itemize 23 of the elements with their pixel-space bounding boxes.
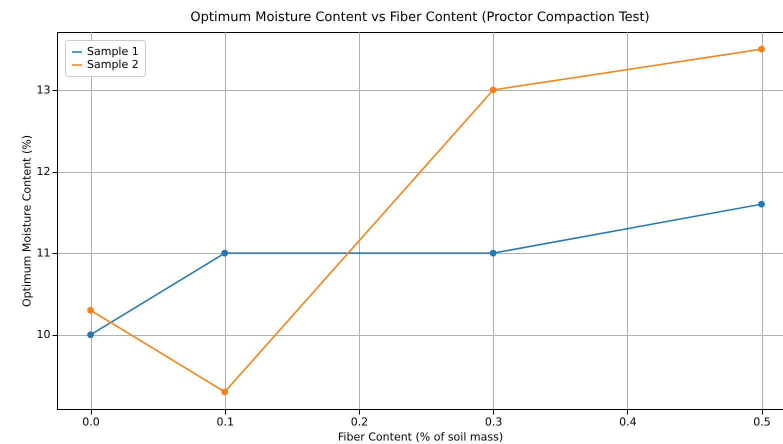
- x-tick-label: 0.0: [82, 416, 100, 428]
- x-tick-label: 0.3: [484, 416, 502, 428]
- x-tick-label: 0.4: [619, 416, 637, 428]
- point: [87, 331, 94, 338]
- x-tick-label: 0.5: [753, 416, 771, 428]
- legend-label: Sample 2: [87, 58, 139, 71]
- point: [758, 46, 765, 52]
- x-tick-label: 0.1: [216, 416, 234, 428]
- x-tick-label: 0.2: [350, 416, 368, 428]
- point: [87, 306, 94, 314]
- point: [221, 388, 228, 396]
- point: [490, 86, 496, 94]
- y-tick-label: 11: [36, 246, 50, 260]
- legend-label: Sample 1: [87, 45, 139, 58]
- y-tick-label: 10: [36, 328, 50, 342]
- x-axis-title: Fiber Content (% of soil mass): [338, 430, 504, 444]
- y-tick-label: 12: [36, 165, 50, 178]
- chart-title: Optimum Moisture Content vs Fiber Content (Proctor Compaction Test): [190, 10, 650, 25]
- point: [758, 200, 765, 208]
- y-axis-title: Optimum Moisture Content (%): [20, 134, 34, 308]
- point: [490, 250, 496, 256]
- y-tick-label: 13: [36, 83, 50, 96]
- point: [221, 250, 228, 256]
